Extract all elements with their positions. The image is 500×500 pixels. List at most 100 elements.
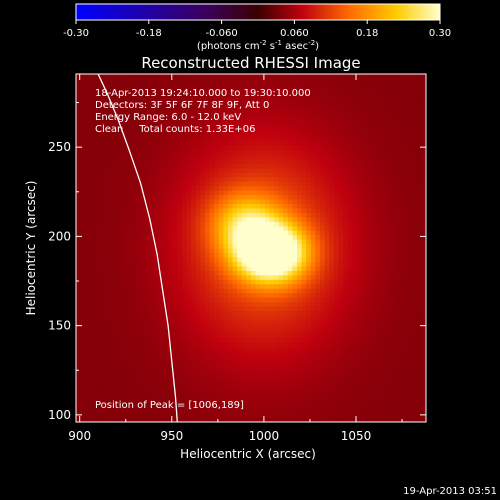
heatmap-cell xyxy=(333,190,340,196)
heatmap-cell xyxy=(112,176,119,182)
heatmap-cell xyxy=(237,78,243,84)
heatmap-cell xyxy=(204,359,211,365)
heatmap-cell xyxy=(94,341,100,347)
heatmap-cell xyxy=(251,91,257,97)
heatmap-cell xyxy=(232,328,238,334)
heatmap-cell xyxy=(158,359,165,365)
heatmap-cell xyxy=(195,140,201,146)
heatmap-cell xyxy=(117,149,123,155)
heatmap-cell xyxy=(195,194,201,200)
heatmap-cell xyxy=(140,261,146,267)
heatmap-cell xyxy=(274,288,280,294)
heatmap-cell xyxy=(177,341,183,347)
heatmap-cell xyxy=(260,87,266,93)
heatmap-cell xyxy=(306,198,312,204)
heatmap-cell xyxy=(168,114,174,120)
heatmap-cell xyxy=(338,234,344,240)
heatmap-cell xyxy=(163,190,169,196)
heatmap-cell xyxy=(283,207,289,213)
heatmap-cell xyxy=(278,221,284,227)
heatmap-cell xyxy=(329,207,335,213)
heatmap-cell xyxy=(274,323,280,329)
heatmap-cell xyxy=(76,274,82,280)
heatmap-cell xyxy=(251,417,257,422)
heatmap-cell xyxy=(163,346,169,352)
heatmap-cell xyxy=(292,118,298,124)
heatmap-cell xyxy=(131,203,137,209)
heatmap-cell xyxy=(343,225,349,231)
heatmap-cell xyxy=(85,243,91,249)
heatmap-cell xyxy=(85,158,91,164)
heatmap-cell xyxy=(333,221,340,227)
heatmap-cell xyxy=(85,221,91,227)
heatmap-cell xyxy=(306,337,312,343)
heatmap-cell xyxy=(108,212,114,218)
heatmap-cell xyxy=(301,127,307,133)
heatmap-cell xyxy=(186,292,192,298)
heatmap-cell xyxy=(168,239,174,245)
heatmap-cell xyxy=(269,279,275,285)
heatmap-cell xyxy=(227,87,234,93)
heatmap-cell xyxy=(278,292,284,298)
heatmap-cell xyxy=(292,100,298,106)
heatmap-cell xyxy=(333,381,340,387)
heatmap-cell xyxy=(241,118,247,124)
heatmap-cell xyxy=(329,149,335,155)
heatmap-cell xyxy=(232,198,238,204)
heatmap-cell xyxy=(168,234,174,240)
heatmap-cell xyxy=(246,386,252,392)
heatmap-cell xyxy=(232,230,238,236)
heatmap-cell xyxy=(264,377,271,383)
heatmap-cell xyxy=(306,123,312,129)
heatmap-cell xyxy=(108,413,114,419)
heatmap-cell xyxy=(158,288,165,294)
heatmap-cell xyxy=(80,190,86,196)
heatmap-cell xyxy=(218,136,224,142)
heatmap-cell xyxy=(352,319,358,325)
heatmap-cell xyxy=(76,230,82,236)
heatmap-cell xyxy=(122,225,128,231)
heatmap-cell xyxy=(264,225,271,231)
heatmap-cell xyxy=(209,265,215,271)
heatmap-cell xyxy=(214,132,220,138)
heatmap-cell xyxy=(209,310,215,316)
heatmap-cell xyxy=(108,390,114,396)
heatmap-cell xyxy=(297,372,303,378)
heatmap-cell xyxy=(117,105,123,111)
heatmap-cell xyxy=(108,377,114,383)
heatmap-cell xyxy=(154,194,160,200)
heatmap-cell xyxy=(255,288,261,294)
heatmap-cell xyxy=(352,314,358,320)
heatmap-cell xyxy=(366,158,372,164)
heatmap-cell xyxy=(177,127,183,133)
heatmap-cell xyxy=(292,96,298,102)
heatmap-cell xyxy=(195,386,201,392)
heatmap-cell xyxy=(80,234,86,240)
heatmap-cell xyxy=(264,372,271,378)
heatmap-cell xyxy=(352,270,358,276)
heatmap-cell xyxy=(269,399,275,405)
heatmap-cell xyxy=(209,270,215,276)
heatmap-cell xyxy=(181,234,188,240)
heatmap-cell xyxy=(131,78,137,84)
heatmap-cell xyxy=(140,372,146,378)
heatmap-cell xyxy=(227,194,234,200)
heatmap-cell xyxy=(204,288,211,294)
heatmap-cell xyxy=(333,225,340,231)
heatmap-cell xyxy=(140,185,146,191)
heatmap-cell xyxy=(218,355,224,361)
heatmap-cell xyxy=(241,243,247,249)
heatmap-cell xyxy=(361,404,367,410)
heatmap-cell xyxy=(301,386,307,392)
heatmap-cell xyxy=(366,203,372,209)
heatmap-cell xyxy=(218,167,224,173)
heatmap-cell xyxy=(361,372,367,378)
heatmap-cell xyxy=(227,109,234,115)
heatmap-cell xyxy=(131,256,137,262)
heatmap-cell xyxy=(361,207,367,213)
heatmap-cell xyxy=(209,230,215,236)
heatmap-cell xyxy=(241,270,247,276)
heatmap-cell xyxy=(214,172,220,178)
heatmap-cell xyxy=(246,123,252,129)
heatmap-cell xyxy=(191,346,197,352)
